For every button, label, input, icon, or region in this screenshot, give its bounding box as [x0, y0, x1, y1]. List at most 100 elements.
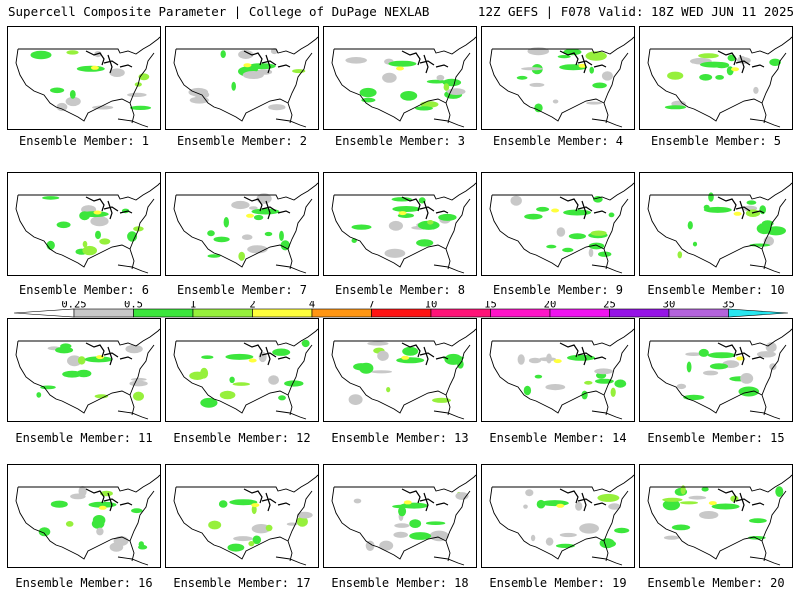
- scp-contour-area: [546, 353, 552, 364]
- member-map-svg: [489, 474, 634, 566]
- scp-contour-area: [247, 245, 268, 254]
- scp-contour-area: [510, 195, 522, 206]
- ensemble-member-label: Ensemble Member: 15: [647, 431, 785, 445]
- scp-contour-area: [188, 87, 209, 97]
- ensemble-member-label: Ensemble Member: 12: [173, 431, 311, 445]
- great-lakes-outline: [85, 50, 133, 74]
- scp-contour-area: [715, 75, 724, 80]
- scp-contour-area: [131, 508, 143, 514]
- scp-contour-area: [594, 368, 613, 375]
- scp-contour-area: [736, 356, 745, 361]
- colorbar-segment: [668, 308, 729, 318]
- scp-contour-area: [680, 485, 686, 495]
- scp-contour-area: [589, 66, 594, 74]
- member-map-svg: [647, 182, 792, 274]
- colorbar-tick-label: 2: [249, 301, 255, 311]
- scp-contour-area: [527, 47, 550, 56]
- scp-contour-area: [545, 537, 554, 546]
- scp-contour-area: [379, 540, 394, 551]
- scp-contour-area: [220, 50, 226, 58]
- ensemble-member-map: [7, 318, 161, 422]
- scp-contour-area: [608, 503, 621, 510]
- scp-contour-area: [251, 208, 280, 215]
- coastline-border: [173, 182, 318, 270]
- great-lakes-outline: [243, 342, 291, 366]
- ensemble-member-map: [165, 464, 319, 568]
- scp-contour-area: [67, 355, 82, 367]
- coastline-border: [489, 328, 634, 416]
- scp-contour-area: [711, 503, 740, 510]
- caribbean-outline: [591, 556, 623, 566]
- scp-contour-area: [133, 391, 144, 401]
- scp-contour-area: [707, 352, 736, 359]
- scp-contour-area: [127, 231, 138, 242]
- scp-contour-area: [524, 213, 543, 220]
- scp-contour-area: [523, 504, 528, 509]
- scp-contour-area: [775, 486, 784, 497]
- scp-contour-area: [392, 206, 421, 212]
- ensemble-member-map: [323, 172, 477, 276]
- scp-contour-area: [733, 211, 742, 216]
- scp-contour-area: [125, 344, 143, 354]
- scp-contour-area: [680, 501, 698, 505]
- scp-contour-area: [65, 521, 74, 527]
- scp-contour-area: [248, 541, 255, 547]
- great-lakes-outline: [717, 342, 765, 366]
- scp-contour-area: [365, 540, 375, 551]
- member-map-svg: [489, 182, 634, 274]
- caribbean-outline: [433, 264, 465, 274]
- ensemble-member-label: Ensemble Member: 5: [650, 134, 782, 148]
- member-map-svg: [15, 474, 160, 566]
- ensemble-member-map: [639, 26, 793, 130]
- scp-contour-area: [238, 251, 245, 261]
- scp-contour-area: [396, 66, 404, 71]
- scp-contour-area: [598, 251, 612, 257]
- ensemble-member-map: [165, 172, 319, 276]
- scp-contour-area: [740, 373, 754, 384]
- scp-contour-area: [551, 208, 560, 213]
- colorbar-segment: [430, 308, 491, 318]
- scp-contour-area: [268, 104, 286, 111]
- scp-contour-area: [248, 358, 257, 363]
- scp-contour-area: [517, 354, 525, 365]
- scp-contour-area: [127, 92, 147, 97]
- scp-contour-area: [416, 239, 434, 247]
- caribbean-outline: [275, 264, 307, 274]
- scp-contour-area: [377, 350, 389, 361]
- scp-contour-area: [688, 495, 707, 500]
- scp-contour-area: [353, 498, 362, 504]
- member-map-svg: [173, 36, 318, 128]
- caribbean-outline: [117, 118, 149, 128]
- scp-contour-area: [90, 216, 109, 227]
- scp-contour-area: [252, 535, 262, 545]
- member-map-svg: [173, 474, 318, 566]
- scp-contour-area: [393, 531, 408, 538]
- scp-contour-area: [415, 106, 433, 111]
- scp-contour-area: [753, 86, 759, 94]
- coastline-border: [15, 328, 160, 416]
- scp-contour-area: [208, 520, 222, 530]
- ensemble-member-label: Ensemble Member: 13: [331, 431, 469, 445]
- colorbar-tick-label: 0.25: [61, 301, 86, 311]
- scp-contour-area: [610, 387, 616, 397]
- coastline-border: [489, 474, 634, 562]
- scp-contour-area: [699, 511, 719, 519]
- scp-contour-area: [523, 385, 532, 396]
- scp-contour-area: [78, 486, 87, 497]
- coastline-border: [173, 36, 318, 124]
- coastline-border: [489, 36, 634, 124]
- caribbean-outline: [275, 410, 307, 420]
- colorbar-segment: [311, 308, 372, 318]
- scp-contour-area: [769, 58, 781, 66]
- caribbean-outline: [433, 556, 465, 566]
- scp-contour-area: [584, 380, 593, 385]
- scp-contour-area: [534, 374, 543, 379]
- ensemble-member-label: Ensemble Member: 6: [18, 283, 150, 297]
- scp-contour-area: [731, 67, 739, 72]
- colorbar-tick-label: 10: [425, 301, 438, 311]
- coastline-border: [331, 182, 476, 270]
- coastline-border: [173, 474, 318, 562]
- scp-contour-area: [545, 384, 566, 391]
- ensemble-member-label: Ensemble Member: 11: [15, 431, 153, 445]
- caribbean-outline: [275, 118, 307, 128]
